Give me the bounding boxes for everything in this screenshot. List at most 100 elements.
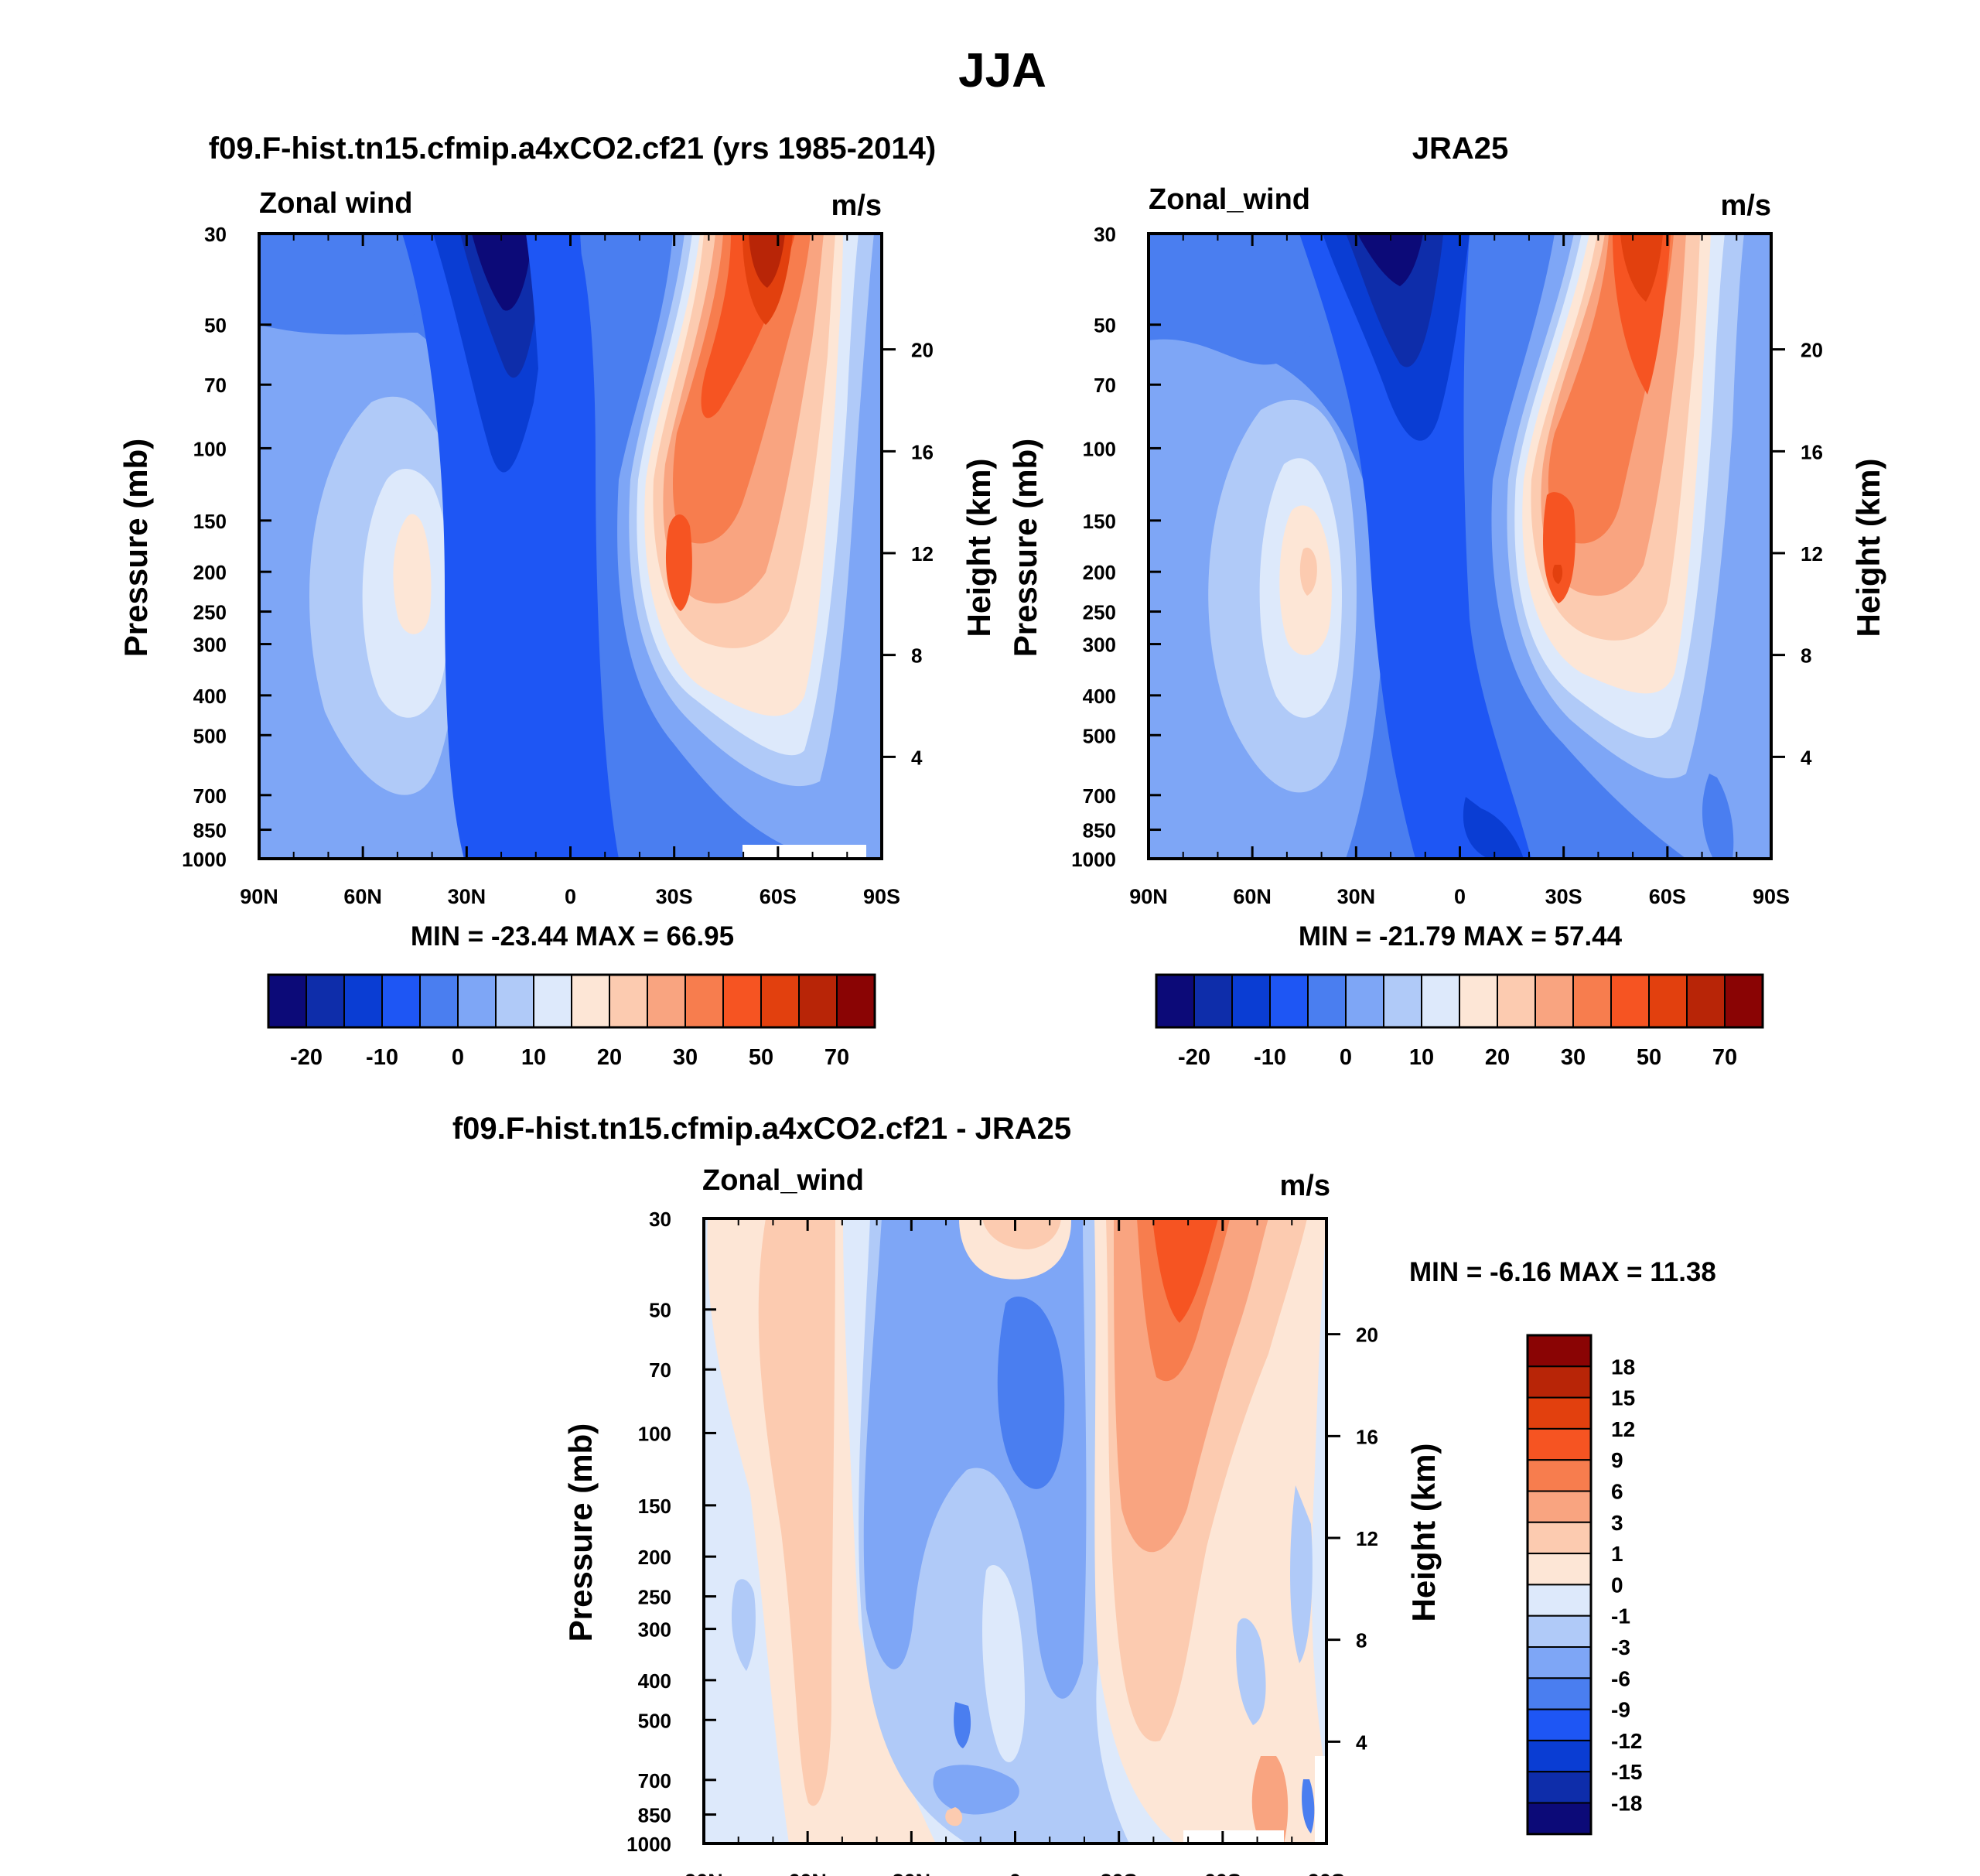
y-tick-label: 400 (193, 685, 227, 708)
colorbar-swatch (268, 974, 307, 1028)
colorbar-swatch (836, 974, 876, 1028)
contour-band (945, 1807, 963, 1826)
x-tick-label: 30N (893, 1870, 931, 1876)
panel-diff-ylabel-right: Height (km) (1405, 1444, 1442, 1622)
panel-diff-contours (704, 1218, 1326, 1844)
panel-diff-ylabel: Pressure (mb) (562, 1423, 599, 1642)
x-tick-label: 90N (240, 885, 278, 908)
colorbar-swatch (1527, 1771, 1592, 1804)
contour-band (1552, 565, 1563, 584)
y-tick-label: 150 (638, 1495, 671, 1518)
colorbar-swatch (419, 974, 459, 1028)
y-tick-label: 250 (1083, 601, 1116, 624)
colorbar-swatch (1527, 1739, 1592, 1773)
height-tick-label: 4 (1801, 746, 1812, 769)
colorbar-swatch (1421, 974, 1460, 1028)
contour-band (933, 1765, 1019, 1815)
contour-band (1543, 492, 1575, 603)
colorbar-swatch (1527, 1677, 1592, 1710)
x-tick-label: 90N (684, 1870, 723, 1876)
colorbar-label: 18 (1611, 1355, 1635, 1379)
colorbar-swatch (1527, 1553, 1592, 1586)
colorbar-label: -9 (1611, 1698, 1630, 1722)
height-tick-label: 8 (911, 644, 922, 668)
y-tick-label: 70 (1094, 374, 1116, 397)
contour-band (393, 514, 432, 634)
colorbar-frame (267, 973, 876, 1029)
contour-band (749, 234, 785, 288)
y-tick-label: 700 (193, 784, 227, 808)
panel-diff: f09.F-hist.tn15.cfmip.a4xCO2.cf21 - JRA2… (452, 1112, 1716, 1876)
y-tick-label: 150 (1083, 510, 1116, 533)
colorbar-label: 1 (1611, 1542, 1623, 1566)
colorbar-swatch (1459, 974, 1498, 1028)
x-tick-label: 0 (565, 885, 576, 908)
panel-obs-axes: 90N 60N 30N 0 30S 60S 90S 30 50 70 100 150 200 250 300… (1071, 223, 1823, 908)
x-tick-label: 60S (760, 885, 797, 908)
colorbar-swatch (1527, 1521, 1592, 1555)
colorbar-label: 20 (1485, 1045, 1510, 1070)
colorbar-label: 70 (824, 1045, 849, 1070)
colorbar-swatch (1345, 974, 1384, 1028)
panel-model-left-label: Zonal wind (259, 187, 412, 220)
panel-diff-colorbar: 18 15 12 9 6 3 1 0 -1 -3 -6 -9 -12 -15 -18 (1526, 1334, 1642, 1836)
y-tick-label: 200 (193, 561, 227, 584)
colorbar-label: 15 (1611, 1386, 1635, 1410)
height-tick-label: 16 (1801, 440, 1823, 463)
x-tick-label: 30N (1337, 885, 1376, 908)
x-tick-label: 30N (448, 885, 486, 908)
contour-band (526, 234, 586, 603)
contour-band (1290, 1485, 1313, 1663)
y-tick-label: 300 (638, 1618, 671, 1642)
contour-band (982, 1565, 1025, 1762)
y-tick-label: 700 (638, 1769, 671, 1792)
x-tick-label: 60N (1233, 885, 1272, 908)
contour-band (665, 514, 692, 611)
contour-band (1463, 797, 1524, 859)
panel-obs-units: m/s (1721, 190, 1771, 222)
colorbar-swatch (1527, 1615, 1592, 1648)
missing-data-patch (742, 845, 866, 859)
height-tick-label: 12 (1356, 1527, 1378, 1550)
panel-diff-left-label: Zonal_wind (702, 1164, 864, 1197)
panel-obs-title: JRA25 (1412, 132, 1509, 166)
panel-diff-axes: 90N 60N 30N 0 30S 60S 90S 30 50 70 100 150 200 250 300… (626, 1208, 1378, 1876)
contour-band (1302, 1779, 1315, 1833)
contour-band (1152, 1218, 1218, 1323)
height-tick-label: 12 (1801, 542, 1823, 566)
colorbar-swatch (1686, 974, 1726, 1028)
colorbar-label: -1 (1611, 1604, 1630, 1628)
colorbar-swatch (381, 974, 421, 1028)
colorbar-label: 12 (1611, 1417, 1635, 1441)
colorbar-swatch (1527, 1490, 1592, 1523)
panel-obs-contours (1149, 234, 1771, 859)
colorbar-label: 0 (1340, 1045, 1352, 1070)
height-tick-label: 4 (911, 746, 923, 769)
y-tick-label: 1000 (182, 848, 227, 871)
y-tick-label: 30 (649, 1208, 671, 1231)
colorbar-swatch (1527, 1708, 1592, 1741)
y-tick-label: 250 (638, 1586, 671, 1609)
y-tick-label: 850 (193, 819, 227, 842)
contour-band (982, 1218, 1061, 1249)
panel-model-ylabel-right: Height (km) (961, 459, 997, 637)
contour-band (1251, 1756, 1289, 1844)
colorbar-swatch (1527, 1396, 1592, 1430)
y-tick-label: 1000 (1071, 848, 1116, 871)
colorbar-swatch (1648, 974, 1688, 1028)
y-tick-label: 500 (193, 724, 227, 747)
contour-band (997, 1296, 1065, 1489)
y-tick-label: 50 (1094, 314, 1116, 337)
x-tick-label: 60N (788, 1870, 827, 1876)
colorbar-swatch (1527, 1584, 1592, 1617)
panel-obs-ylabel: Pressure (mb) (1007, 439, 1043, 657)
panel-model-colorbar: -20 -10 0 10 20 30 50 70 (267, 973, 876, 1070)
x-tick-label: 30S (656, 885, 693, 908)
y-tick-label: 400 (1083, 685, 1116, 708)
colorbar-label: 20 (597, 1045, 622, 1070)
x-tick-label: 0 (1454, 885, 1466, 908)
contour-band (1299, 547, 1317, 596)
y-tick-label: 700 (1083, 784, 1116, 808)
x-tick-label: 90S (1753, 885, 1790, 908)
